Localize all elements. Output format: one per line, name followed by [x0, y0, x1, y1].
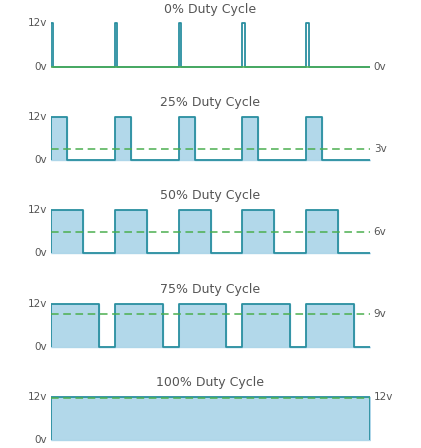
Text: 0v: 0v — [35, 248, 47, 258]
Text: 0v: 0v — [35, 435, 47, 445]
Text: 12v: 12v — [28, 18, 47, 28]
Text: 0v: 0v — [35, 61, 47, 72]
Text: 0v: 0v — [35, 342, 47, 352]
Text: 3v: 3v — [374, 144, 386, 154]
Title: 25% Duty Cycle: 25% Duty Cycle — [160, 96, 261, 109]
Text: 0v: 0v — [374, 61, 386, 72]
Text: 9v: 9v — [374, 310, 386, 319]
Text: 12v: 12v — [28, 205, 47, 215]
Title: 75% Duty Cycle: 75% Duty Cycle — [160, 283, 261, 296]
Text: 12v: 12v — [28, 112, 47, 122]
Text: 6v: 6v — [374, 227, 386, 237]
Title: 50% Duty Cycle: 50% Duty Cycle — [160, 190, 261, 202]
Text: 12v: 12v — [374, 392, 393, 402]
Title: 100% Duty Cycle: 100% Duty Cycle — [157, 376, 264, 389]
Title: 0% Duty Cycle: 0% Duty Cycle — [165, 3, 256, 16]
Text: 0v: 0v — [35, 155, 47, 165]
Text: 12v: 12v — [28, 299, 47, 309]
Text: 12v: 12v — [28, 392, 47, 402]
